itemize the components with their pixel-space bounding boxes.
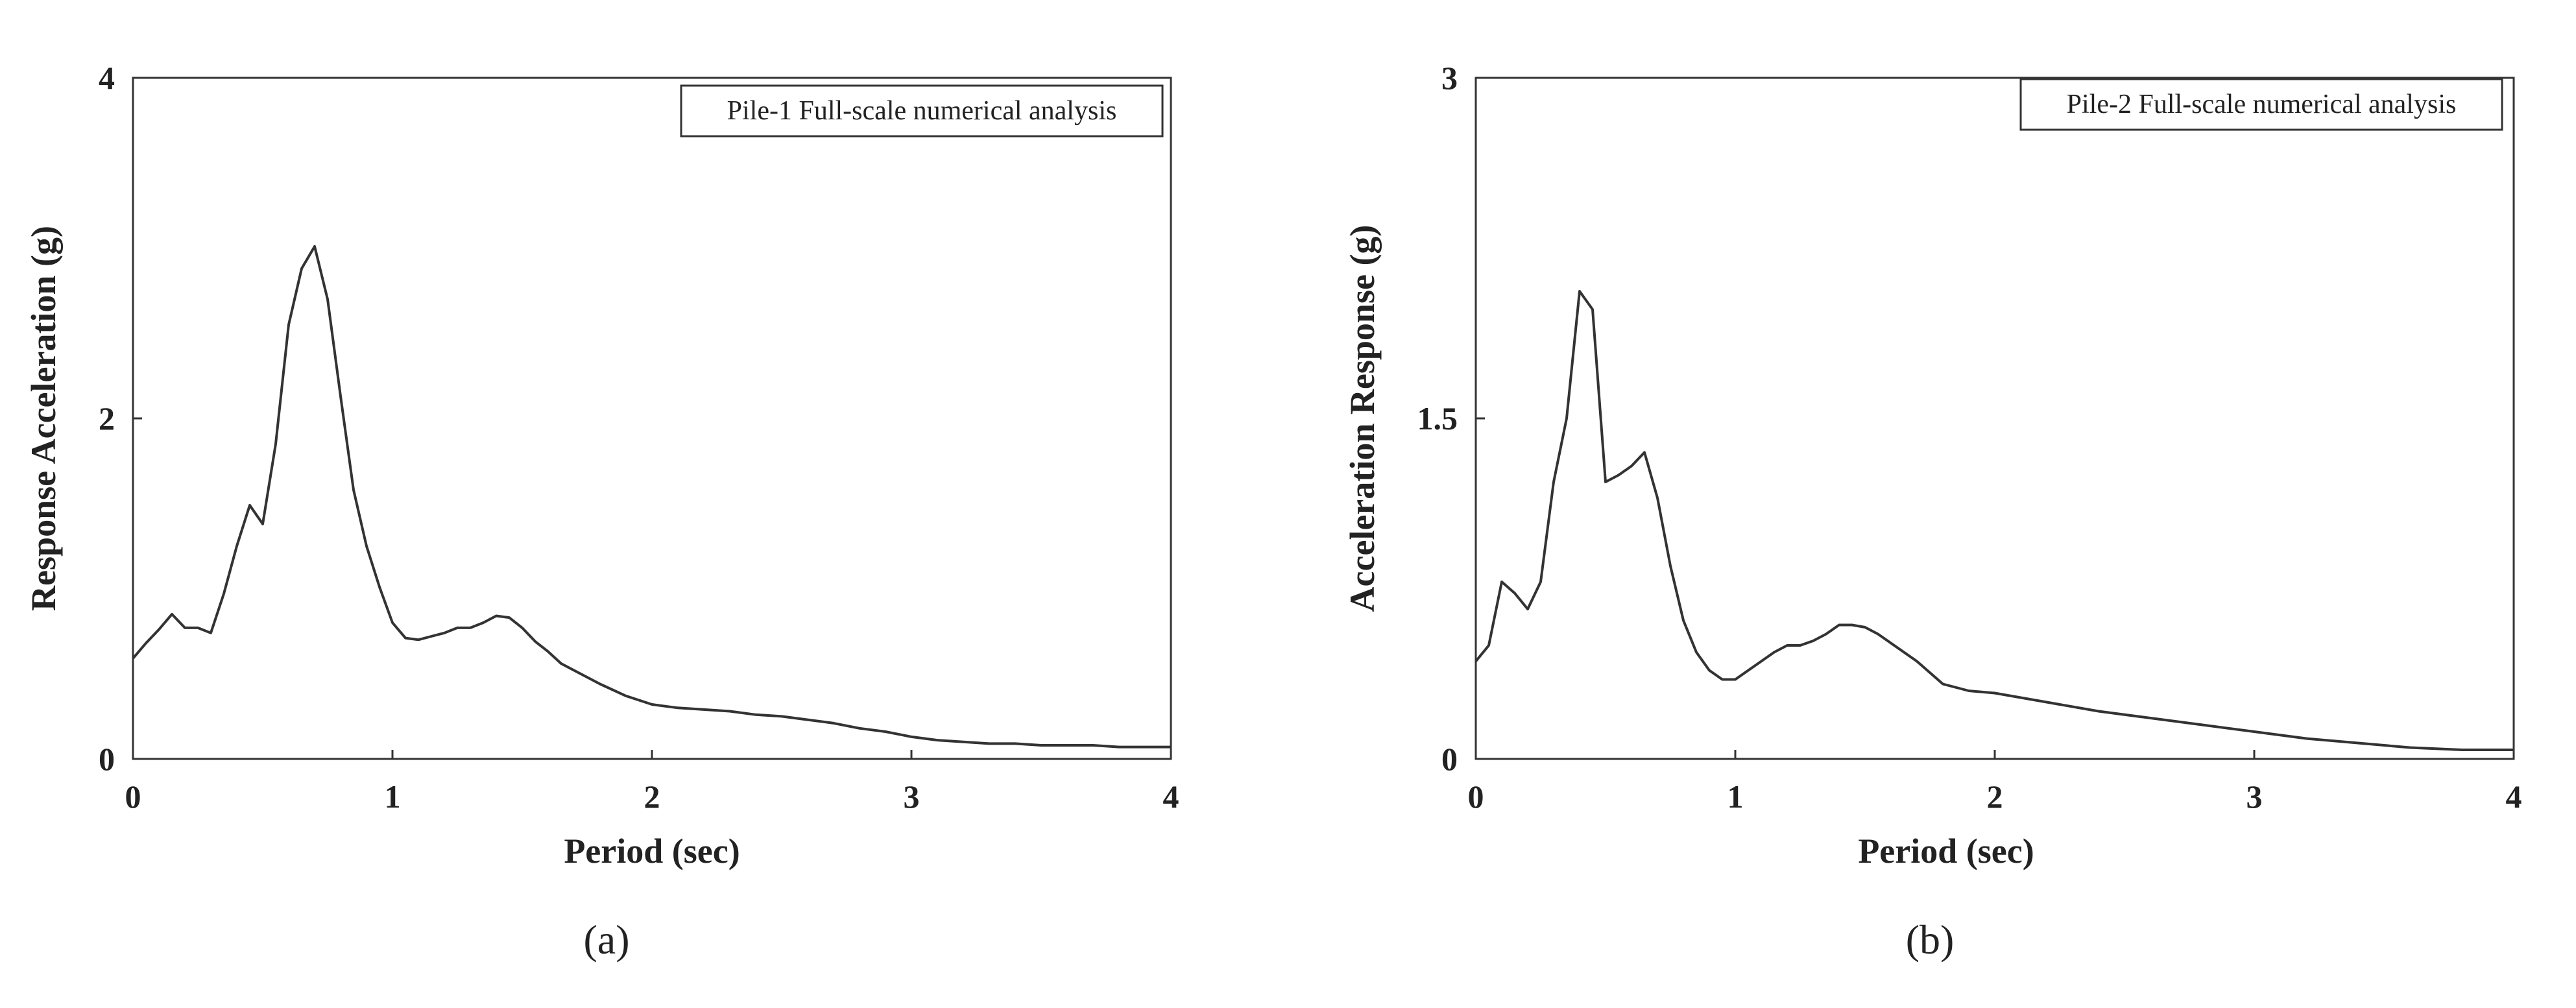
y-tick-label: 0: [99, 741, 115, 777]
legend-box: [680, 84, 1164, 138]
chart-panel-a: 0 1 2 3 4 0 2 4 Pile-1 Full-scale numerical an…: [24, 60, 1179, 963]
y-tick-label: 1.5: [1417, 400, 1458, 437]
x-axis-ticks: 0 1 2 3 4: [1468, 750, 2522, 815]
y-axis-ticks: 0 2 4: [99, 60, 142, 777]
y-tick-label: 2: [99, 400, 115, 437]
x-tick-label: 2: [644, 778, 660, 815]
x-axis-title: Period (sec): [564, 832, 740, 870]
y-tick-label: 4: [99, 60, 115, 96]
x-tick-label: 2: [1987, 778, 2003, 815]
x-tick-label: 3: [904, 778, 920, 815]
y-axis-title: Response Acceleration (g): [24, 226, 63, 611]
series-line-pile-2: [1475, 290, 2514, 751]
x-tick-label: 0: [125, 778, 141, 815]
x-tick-label: 4: [1163, 778, 1179, 815]
legend-label: Pile-2 Full-scale numerical analysis: [2067, 90, 2457, 119]
y-axis-ticks: 01.53: [1417, 60, 1485, 777]
panel-label-b: (b): [1906, 917, 1955, 963]
panel-label-a: (a): [583, 917, 629, 963]
x-tick-label: 1: [1727, 778, 1744, 815]
y-tick-label: 3: [1441, 60, 1458, 96]
x-axis-ticks: 0 1 2 3 4: [125, 750, 1179, 815]
legend-box: [2019, 78, 2503, 131]
series-line-pile-1: [132, 245, 1171, 749]
x-tick-label: 1: [385, 778, 401, 815]
y-tick-label: 0: [1441, 741, 1458, 777]
x-axis-title: Period (sec): [1858, 832, 2034, 870]
x-tick-label: 3: [2246, 778, 2263, 815]
legend-label: Pile-1 Full-scale numerical analysis: [727, 96, 1117, 126]
y-axis-title: Acceleration Response (g): [1343, 225, 1382, 612]
x-tick-label: 4: [2506, 778, 2522, 815]
x-tick-label: 0: [1468, 778, 1484, 815]
